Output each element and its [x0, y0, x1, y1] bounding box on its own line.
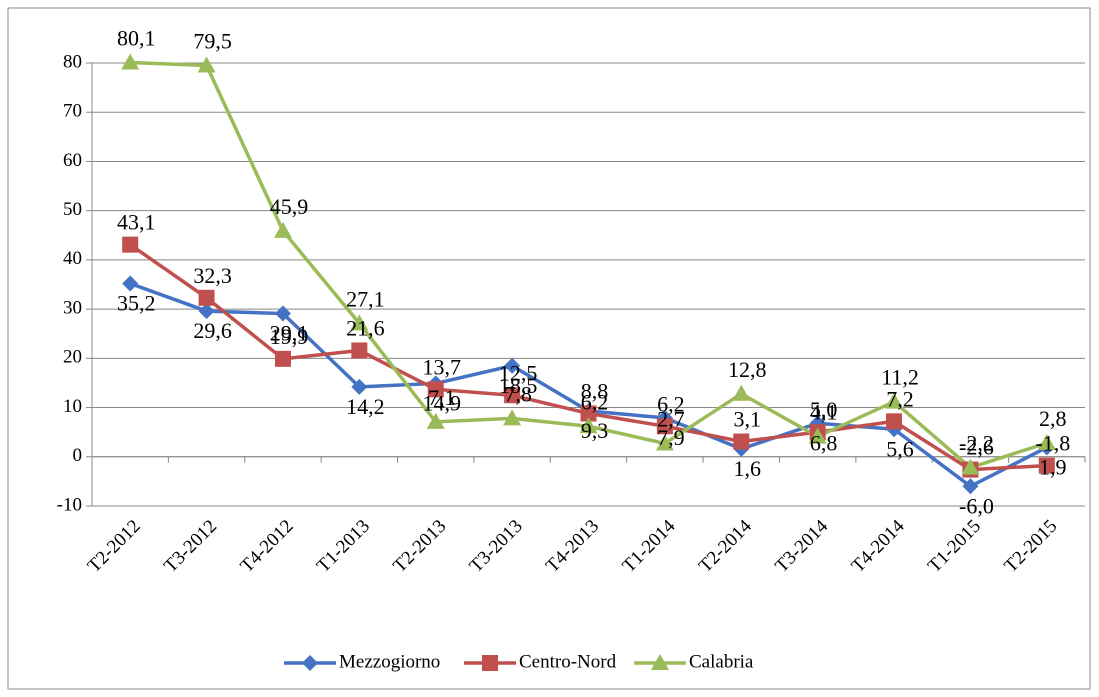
data-label: 32,3 [193, 263, 232, 288]
data-label: 5,0 [810, 397, 838, 422]
data-label: 29,1 [270, 321, 309, 346]
marker [121, 53, 140, 70]
data-label: 12,5 [499, 360, 538, 385]
y-tick-label: 70 [63, 101, 82, 122]
legend-label: Calabria [689, 651, 754, 672]
data-label: 18,5 [499, 373, 538, 398]
legend-label: Mezzogiorno [339, 651, 440, 672]
data-label: 2,7 [657, 407, 685, 432]
marker [733, 433, 750, 450]
data-label: 6,2 [657, 391, 685, 416]
marker [273, 221, 292, 238]
marker [122, 275, 139, 292]
y-tick-label: 0 [73, 445, 83, 466]
marker [503, 409, 522, 426]
marker [580, 405, 597, 422]
data-label: 13,7 [422, 354, 461, 379]
marker [427, 381, 444, 398]
data-label: 6,2 [581, 389, 609, 414]
data-label: 5,6 [886, 436, 914, 461]
data-label: -1,8 [1035, 431, 1070, 456]
marker [808, 427, 827, 444]
marker [1037, 433, 1056, 450]
data-label: -2,2 [959, 431, 994, 456]
marker [732, 384, 751, 401]
marker [274, 350, 291, 367]
data-label: 79,5 [193, 29, 232, 54]
marker [197, 56, 216, 73]
data-label: -6,0 [959, 493, 994, 518]
data-label: 12,8 [728, 357, 767, 382]
data-label: 80,1 [117, 26, 156, 51]
data-label: 27,1 [346, 286, 385, 311]
data-label: 6,8 [810, 430, 838, 455]
data-label: 43,1 [117, 210, 156, 235]
data-label: 2,8 [1039, 406, 1067, 431]
marker [1038, 457, 1055, 474]
marker [122, 236, 139, 253]
marker [579, 417, 598, 434]
marker [198, 289, 215, 306]
marker [651, 654, 669, 670]
marker [504, 357, 521, 374]
data-label: 35,2 [117, 291, 156, 316]
marker [961, 458, 980, 475]
y-tick-label: 50 [63, 199, 82, 220]
data-label: 9,3 [581, 418, 609, 443]
data-label: 7,1 [428, 385, 456, 410]
marker [198, 303, 215, 320]
data-label: 1,9 [1039, 454, 1067, 479]
marker [302, 655, 318, 671]
data-label: 3,1 [734, 407, 762, 432]
data-label: 7,8 [504, 381, 532, 406]
marker [885, 392, 904, 409]
legend-label: Centro-Nord [519, 651, 617, 672]
y-tick-label: 80 [63, 51, 82, 72]
marker [426, 412, 445, 429]
data-label: 19,9 [270, 324, 309, 349]
data-label: 11,2 [881, 365, 919, 390]
data-label: 8,8 [581, 379, 609, 404]
marker [482, 655, 498, 671]
data-label: -2,6 [959, 435, 994, 460]
marker [886, 413, 903, 430]
marker [962, 478, 979, 495]
data-label: 45,9 [270, 194, 309, 219]
data-label: 4,1 [810, 400, 838, 425]
y-tick-label: -10 [57, 494, 82, 515]
data-label: 7,2 [886, 386, 914, 411]
y-tick-label: 60 [63, 150, 82, 171]
chart-frame [7, 7, 1091, 690]
data-label: 21,6 [346, 316, 385, 341]
y-tick-label: 10 [63, 396, 82, 417]
marker [350, 314, 369, 331]
y-tick-label: 20 [63, 347, 82, 368]
marker [351, 378, 368, 395]
data-label: 14,9 [422, 390, 461, 415]
data-label: 29,6 [193, 318, 232, 343]
data-label: 14,2 [346, 394, 385, 419]
marker [655, 434, 674, 451]
marker [274, 305, 291, 322]
y-tick-label: 40 [63, 248, 82, 269]
marker [656, 418, 673, 435]
marker [504, 387, 521, 404]
marker [351, 342, 368, 359]
data-label: 1,6 [734, 456, 762, 481]
data-label: 7,9 [657, 425, 685, 450]
y-tick-label: 30 [63, 297, 82, 318]
